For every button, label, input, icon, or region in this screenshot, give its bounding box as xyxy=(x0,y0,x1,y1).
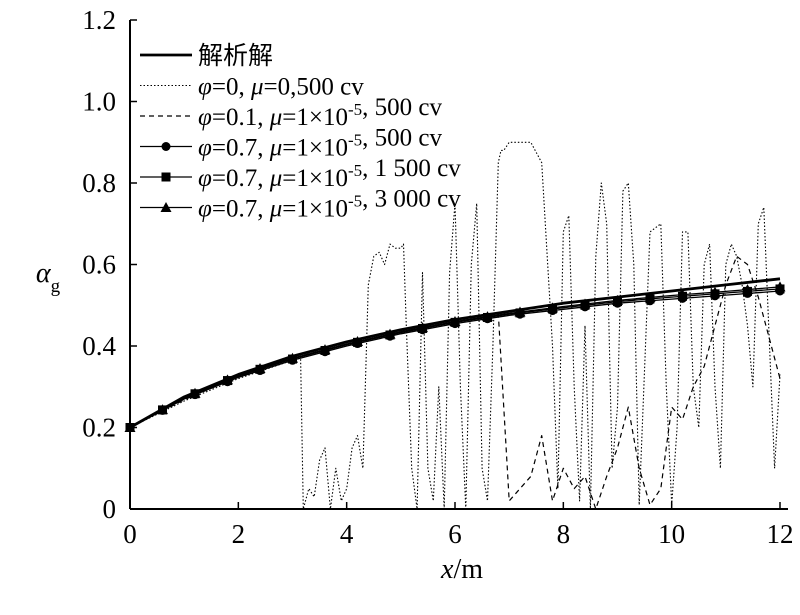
y-axis-title: αg xyxy=(36,258,61,297)
series-5 xyxy=(125,284,785,432)
legend-item: 解析解 xyxy=(140,42,273,70)
series-marker xyxy=(287,352,298,363)
series-2 xyxy=(129,141,781,510)
series-marker xyxy=(161,172,171,182)
legend-item: φ=0.7, μ=1×10-5, 500 cv xyxy=(140,125,442,162)
series-marker xyxy=(482,311,493,322)
series-marker xyxy=(774,281,786,292)
series-marker xyxy=(189,387,201,398)
series-marker xyxy=(124,422,136,432)
axes: 0 2 4 6 8 10 12 0 0.2 0.4 0.6 0.8 1.0 1.2 xyxy=(82,5,793,549)
series-6 xyxy=(124,281,786,432)
x-tick-label: 8 xyxy=(557,519,571,549)
series-marker xyxy=(319,344,331,355)
series-marker xyxy=(417,322,428,333)
y-tick-label: 0.4 xyxy=(82,331,116,361)
legend-label: φ=0.7, μ=1×10-5, 3 000 cv xyxy=(198,186,461,223)
series-layer xyxy=(124,141,786,510)
series-marker xyxy=(742,284,753,295)
x-axis-title-var: x xyxy=(440,554,454,585)
series-marker xyxy=(644,291,656,302)
series-marker xyxy=(222,374,233,385)
legend-item: φ=0.7, μ=1×10-5, 3 000 cv xyxy=(140,186,461,223)
x-tick-label: 0 xyxy=(123,519,137,549)
legend: 解析解 φ=0, μ=0,500 cvφ=0.1, μ=1×10-5, 500 c… xyxy=(140,42,461,223)
series-marker xyxy=(161,142,171,151)
series-line xyxy=(129,290,781,429)
y-tick-label: 0.6 xyxy=(82,250,116,280)
series-marker xyxy=(352,336,363,347)
series-marker xyxy=(677,289,688,300)
series-marker xyxy=(579,298,591,309)
legend-label: φ=0.1, μ=1×10-5, 500 cv xyxy=(198,94,442,131)
series-marker xyxy=(254,362,266,373)
y-tick-label: 1.2 xyxy=(82,5,116,35)
x-tick-label: 4 xyxy=(340,519,354,549)
x-tick-label: 2 xyxy=(232,519,246,549)
y-tick-label: 0.8 xyxy=(82,168,116,198)
y-tick-label: 0 xyxy=(103,494,117,524)
legend-label: φ=0.7, μ=1×10-5, 1 500 cv xyxy=(198,155,461,192)
legend-item: φ=0, μ=0,500 cv xyxy=(140,74,364,101)
legend-label: 解析解 xyxy=(198,42,273,70)
x-axis-title: x/m xyxy=(440,554,483,585)
legend-item: φ=0.1, μ=1×10-5, 500 cv xyxy=(140,94,442,131)
series-4 xyxy=(125,286,785,432)
series-marker xyxy=(160,202,172,212)
series-marker xyxy=(612,294,623,305)
series-marker xyxy=(709,286,721,297)
series-marker xyxy=(157,404,168,415)
legend-label: φ=0.7, μ=1×10-5, 500 cv xyxy=(198,125,442,162)
x-tick-label: 10 xyxy=(658,519,685,549)
x-axis-title-unit: /m xyxy=(453,554,483,585)
series-marker xyxy=(514,306,526,317)
series-marker xyxy=(547,302,558,313)
series-line xyxy=(129,141,781,510)
series-line xyxy=(129,286,781,429)
y-axis-title-sub: g xyxy=(51,276,61,297)
legend-item: φ=0.7, μ=1×10-5, 1 500 cv xyxy=(140,155,461,192)
series-line xyxy=(129,288,781,429)
series-marker xyxy=(449,316,461,327)
x-tick-label: 6 xyxy=(448,519,462,549)
x-tick-label: 12 xyxy=(767,519,794,549)
y-tick-label: 0.2 xyxy=(82,413,116,443)
series-marker xyxy=(384,328,396,339)
legend-label: φ=0, μ=0,500 cv xyxy=(198,74,364,101)
y-axis-title-main: α xyxy=(36,258,52,289)
y-tick-label: 1.0 xyxy=(82,87,116,117)
